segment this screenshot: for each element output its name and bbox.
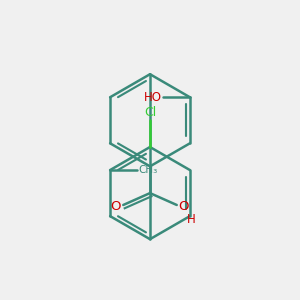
Text: CH₃: CH₃: [138, 165, 158, 175]
Text: Cl: Cl: [144, 106, 156, 119]
Text: H: H: [187, 213, 196, 226]
Text: O: O: [110, 200, 120, 213]
Text: HO: HO: [144, 91, 162, 104]
Text: O: O: [178, 200, 189, 213]
